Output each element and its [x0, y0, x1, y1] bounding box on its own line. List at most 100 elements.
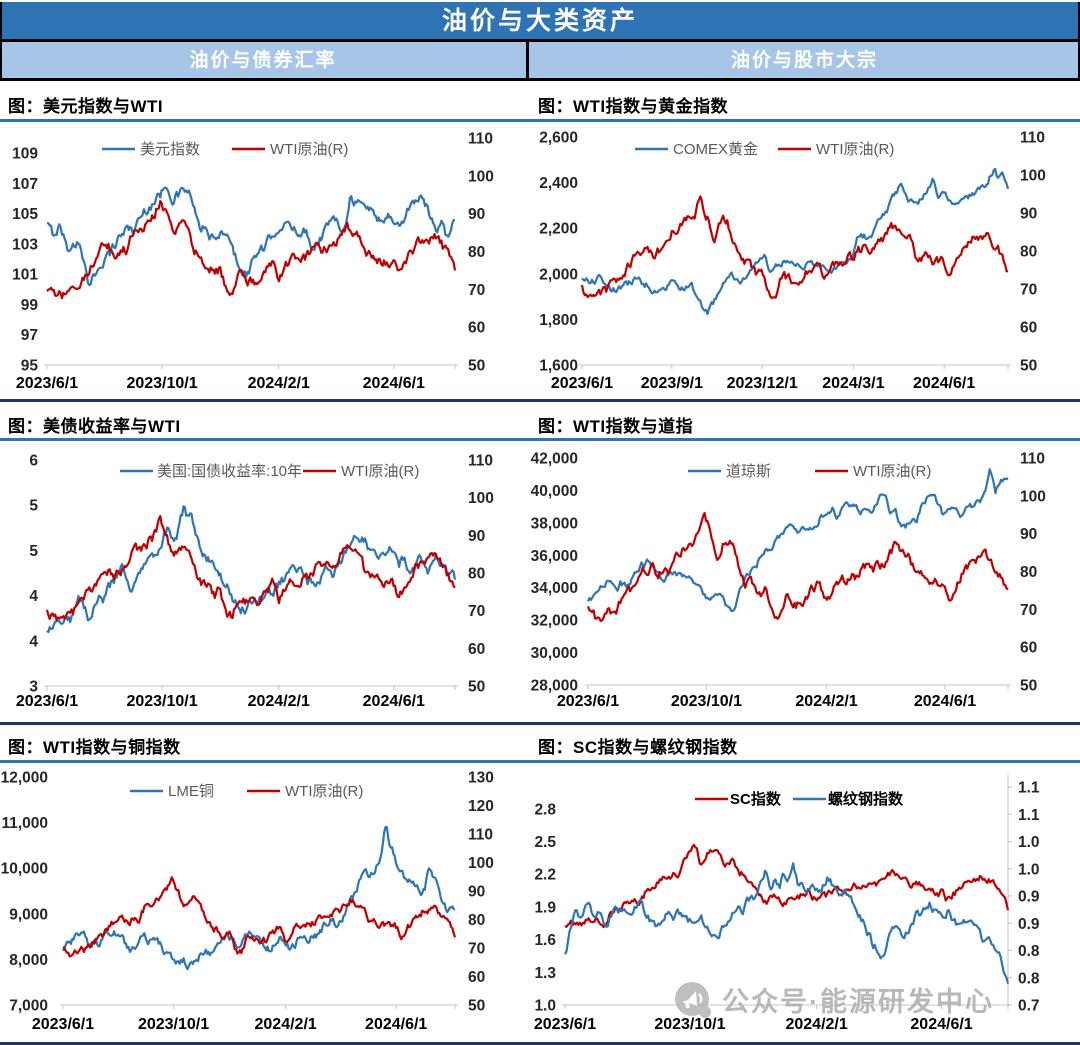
svg-text:2023/10/1: 2023/10/1: [126, 375, 197, 392]
svg-text:2023/10/1: 2023/10/1: [671, 693, 742, 710]
svg-text:WTI原油(R): WTI原油(R): [816, 141, 894, 158]
svg-text:2024/6/1: 2024/6/1: [365, 1016, 427, 1033]
svg-text:90: 90: [1020, 526, 1037, 543]
divider: [0, 760, 1080, 763]
svg-text:WTI原油(R): WTI原油(R): [285, 783, 363, 800]
divider: [0, 119, 1080, 122]
svg-text:90: 90: [1020, 206, 1037, 223]
svg-text:103: 103: [12, 236, 38, 253]
svg-text:95: 95: [21, 358, 39, 375]
svg-text:2024/6/1: 2024/6/1: [913, 375, 975, 392]
chart-lme-copper-vs-wti: 2023/6/1 2023/10/1 2024/2/1 2024/6/1 12,000 1…: [1, 770, 494, 1034]
svg-text:60: 60: [468, 969, 485, 986]
section-header-right: 油价与股市大宗: [529, 42, 1080, 78]
divider: [0, 78, 1080, 81]
svg-text:2024/2/1: 2024/2/1: [785, 1016, 847, 1033]
svg-text:10,000: 10,000: [1, 861, 48, 878]
svg-text:70: 70: [1020, 602, 1037, 619]
svg-text:2024/6/1: 2024/6/1: [914, 693, 976, 710]
svg-text:2023/6/1: 2023/6/1: [16, 693, 78, 710]
svg-text:5: 5: [29, 498, 38, 515]
svg-text:80: 80: [468, 566, 485, 583]
svg-text:50: 50: [1020, 678, 1037, 695]
svg-text:38,000: 38,000: [531, 515, 578, 532]
svg-text:107: 107: [12, 176, 38, 193]
svg-text:90: 90: [468, 884, 485, 901]
chart-title-copper-wti: 图：WTI指数与铜指数: [8, 738, 181, 757]
svg-text:1.9: 1.9: [534, 899, 556, 916]
svg-text:32,000: 32,000: [531, 613, 578, 630]
divider: [1078, 2, 1080, 81]
svg-text:100: 100: [468, 490, 494, 507]
svg-text:2,400: 2,400: [539, 175, 578, 192]
svg-text:2023/9/1: 2023/9/1: [641, 375, 703, 392]
svg-text:0.7: 0.7: [1018, 998, 1040, 1015]
page-title: 油价与大类资产: [0, 2, 1080, 39]
svg-text:2.2: 2.2: [534, 867, 556, 884]
svg-text:105: 105: [12, 206, 38, 223]
svg-text:110: 110: [468, 453, 493, 470]
divider: [0, 39, 1080, 42]
svg-text:2.8: 2.8: [534, 801, 556, 818]
svg-text:1.0: 1.0: [1018, 834, 1040, 851]
svg-text:1,600: 1,600: [539, 358, 578, 375]
svg-text:100: 100: [468, 168, 494, 185]
chart-usd-index-vs-wti: 2023/6/1 2023/10/1 2024/2/1 2024/6/1 109 107 1…: [12, 131, 494, 393]
svg-text:2,200: 2,200: [539, 221, 578, 238]
svg-text:130: 130: [468, 770, 494, 787]
svg-text:道琼斯: 道琼斯: [726, 463, 771, 480]
svg-text:2023/10/1: 2023/10/1: [138, 1016, 209, 1033]
svg-text:2023/6/1: 2023/6/1: [32, 1016, 94, 1033]
chart-treasury-yield-vs-wti: 2023/6/1 2023/10/1 2024/2/1 2024/6/1 6 5 5 4 4 3 1…: [16, 453, 494, 711]
watermark-text: 公众号·能源研发中心: [722, 987, 994, 1017]
svg-text:COMEX黄金: COMEX黄金: [673, 141, 758, 158]
svg-text:100: 100: [1020, 488, 1046, 505]
svg-text:80: 80: [468, 244, 485, 261]
divider: [0, 399, 1080, 402]
svg-text:LME铜: LME铜: [168, 783, 214, 800]
svg-text:0.8: 0.8: [1018, 943, 1040, 960]
svg-text:90: 90: [468, 528, 485, 545]
svg-text:2023/6/1: 2023/6/1: [557, 693, 619, 710]
svg-text:1.1: 1.1: [1018, 780, 1040, 797]
svg-text:0.9: 0.9: [1018, 916, 1040, 933]
svg-text:40,000: 40,000: [531, 483, 578, 500]
watermark: 公众号·能源研发中心: [674, 980, 994, 1019]
svg-text:6: 6: [29, 453, 38, 470]
svg-text:5: 5: [29, 543, 38, 560]
svg-text:0.8: 0.8: [1018, 970, 1040, 987]
divider: [0, 438, 1080, 441]
svg-text:120: 120: [468, 798, 494, 815]
svg-text:2023/6/1: 2023/6/1: [534, 1016, 596, 1033]
svg-text:2024/2/1: 2024/2/1: [248, 693, 310, 710]
svg-text:螺纹钢指数: 螺纹钢指数: [828, 790, 904, 808]
svg-text:36,000: 36,000: [531, 548, 578, 565]
svg-text:97: 97: [21, 327, 38, 344]
svg-text:7,000: 7,000: [9, 998, 48, 1015]
svg-text:50: 50: [468, 679, 485, 696]
svg-text:2023/10/1: 2023/10/1: [654, 1016, 725, 1033]
wechat-megaphone-icon: [675, 981, 711, 1018]
svg-text:70: 70: [468, 941, 485, 958]
svg-text:2024/2/1: 2024/2/1: [248, 375, 310, 392]
svg-text:90: 90: [468, 206, 485, 223]
svg-text:美国:国债收益率:10年: 美国:国债收益率:10年: [157, 463, 302, 480]
svg-text:WTI原油(R): WTI原油(R): [853, 463, 931, 480]
svg-text:3: 3: [29, 679, 38, 696]
chart-title-gold-wti: 图：WTI指数与黄金指数: [538, 97, 729, 116]
svg-text:70: 70: [468, 282, 485, 299]
svg-text:2024/2/1: 2024/2/1: [255, 1016, 317, 1033]
svg-text:80: 80: [1020, 564, 1037, 581]
chart-title-treasury-wti: 图：美债收益率与WTI: [8, 417, 181, 436]
svg-text:9,000: 9,000: [9, 906, 48, 923]
svg-text:110: 110: [1020, 451, 1045, 468]
svg-text:2023/6/1: 2023/6/1: [16, 375, 78, 392]
svg-text:110: 110: [1020, 130, 1045, 147]
svg-text:8,000: 8,000: [9, 952, 48, 969]
svg-text:70: 70: [468, 603, 485, 620]
svg-text:2,000: 2,000: [539, 266, 578, 283]
svg-text:2023/12/1: 2023/12/1: [727, 375, 798, 392]
svg-text:60: 60: [1020, 640, 1037, 657]
svg-text:2023/6/1: 2023/6/1: [551, 375, 613, 392]
svg-text:101: 101: [12, 267, 38, 284]
